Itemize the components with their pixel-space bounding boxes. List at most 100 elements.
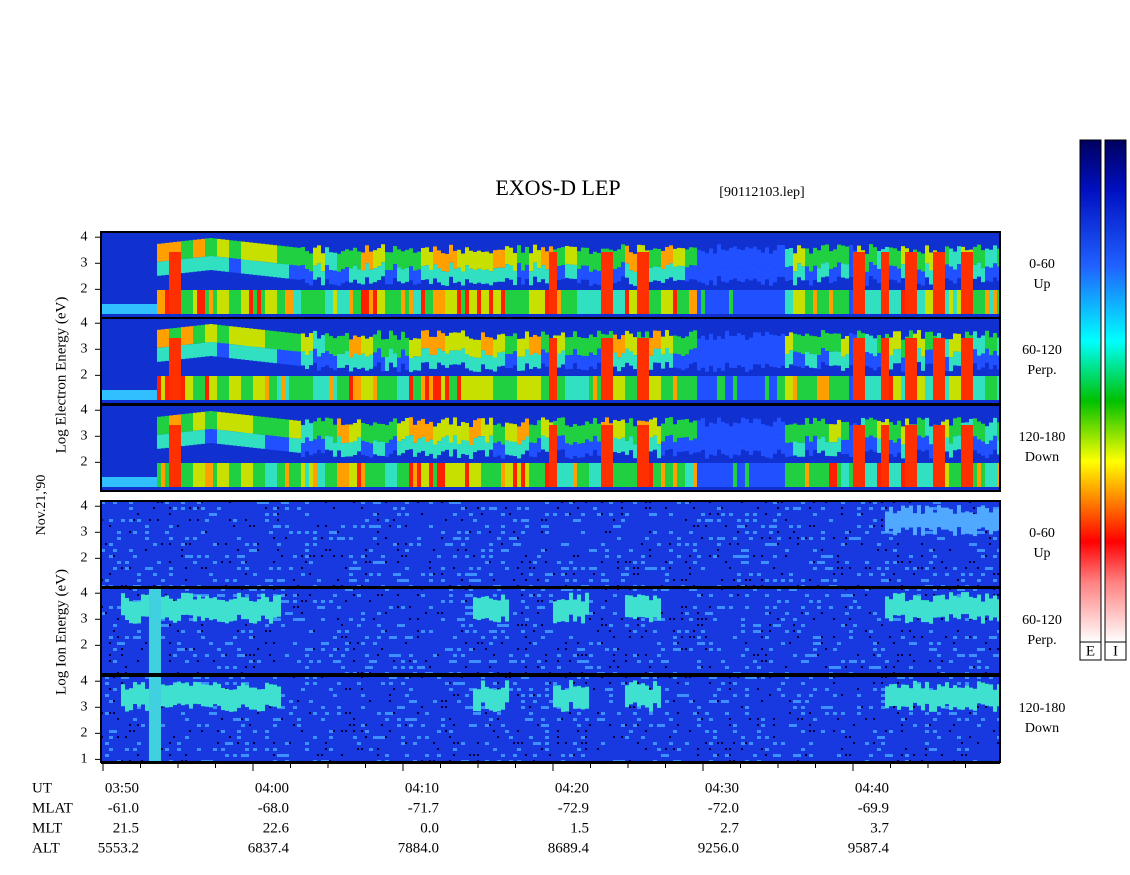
spectrogram-cell <box>605 624 607 626</box>
spectrogram-cell <box>841 730 845 733</box>
spectrogram-cell <box>377 525 381 528</box>
spectrogram-cell <box>533 244 537 263</box>
spectrogram-cell <box>605 600 607 602</box>
spectrogram-cell <box>485 376 489 400</box>
spectrogram-cell <box>137 304 141 314</box>
spectrogram-cell <box>565 543 569 546</box>
spectrogram-cell <box>621 419 625 438</box>
spectrogram-cell <box>337 537 341 540</box>
spectrogram-cell <box>293 579 295 581</box>
spectrogram-cell <box>669 290 673 314</box>
spectrogram-cell <box>941 618 943 620</box>
spectrogram-cell <box>673 648 677 651</box>
spectrogram-cell <box>305 355 309 370</box>
spectrogram-cell <box>685 612 689 615</box>
spectrogram-cell <box>989 463 993 487</box>
spectrogram-cell <box>201 256 205 271</box>
spectrogram-cell <box>797 636 799 638</box>
spectrogram-cell <box>249 463 253 487</box>
spectrogram-cell <box>285 742 289 745</box>
spectrogram-cell <box>385 519 389 522</box>
spectrogram-cell <box>453 513 457 516</box>
y-tick-label: 4 <box>81 402 88 417</box>
spectrogram-cell <box>181 376 185 400</box>
spectrogram-cell <box>489 555 493 558</box>
spectrogram-cell <box>397 718 401 721</box>
spectrogram-cell <box>665 561 667 563</box>
spectrogram-cell <box>793 624 795 626</box>
spectrogram-cell <box>605 555 609 558</box>
spectrogram-cell <box>821 463 825 487</box>
spectrogram-cell <box>873 437 877 452</box>
spectrogram-cell <box>469 660 473 663</box>
spectrogram-cell <box>513 290 517 314</box>
spectrogram-cell <box>821 531 825 534</box>
spectrogram-cell <box>737 463 741 487</box>
spectrogram-cell <box>621 724 625 727</box>
spectrogram-cell <box>497 689 501 712</box>
spectrogram-cell <box>109 654 111 656</box>
y-tick-label: 4 <box>81 585 88 600</box>
spectrogram-cell <box>789 588 793 591</box>
spectrogram-cell <box>433 426 437 445</box>
spectrogram-cell <box>841 594 845 597</box>
spectrogram-cell <box>221 290 225 314</box>
spectrogram-cell <box>521 463 525 487</box>
spectrogram-cell <box>129 567 131 569</box>
spectrogram-cell <box>349 357 353 372</box>
spectrogram-cell <box>993 730 995 732</box>
spectrogram-cell <box>261 501 265 504</box>
spectrogram-cell <box>813 730 815 732</box>
spectrogram-cell <box>745 594 749 597</box>
spectrogram-cell <box>477 598 481 621</box>
spectrogram-cell <box>413 742 417 745</box>
spectrogram-cell <box>733 376 737 400</box>
spectrogram-cell <box>121 654 123 656</box>
spectrogram-cell <box>349 618 353 621</box>
spectrogram-cell <box>565 579 569 582</box>
spectrogram-cell <box>441 290 445 314</box>
spectrogram-cell <box>557 660 559 662</box>
spectrogram-cell <box>809 600 813 603</box>
spectrogram-cell <box>445 290 449 314</box>
spectrogram-cell <box>441 333 445 352</box>
spectrogram-cell <box>493 630 497 633</box>
spectrogram-cell <box>649 337 653 356</box>
spectrogram-cell <box>281 718 283 720</box>
spectrogram-cell <box>469 250 473 269</box>
spectrogram-cell <box>765 636 769 639</box>
spectrogram-cell <box>869 290 873 314</box>
spectrogram-cell <box>197 501 201 504</box>
spectrogram-cell <box>897 543 899 545</box>
spectrogram-cell <box>785 376 789 400</box>
spectrogram-cell <box>937 425 941 487</box>
spectrogram-cell <box>869 573 873 576</box>
spectrogram-cell <box>641 252 645 314</box>
spectrogram-cell <box>377 543 379 545</box>
spectrogram-cell <box>513 424 517 443</box>
spectrogram-cell <box>629 630 631 632</box>
spectrogram-cell <box>521 356 525 371</box>
spectrogram-cell <box>565 355 569 370</box>
spectrogram-cell <box>365 442 369 457</box>
spectrogram-cell <box>437 423 441 442</box>
spectrogram-cell <box>165 501 169 504</box>
spectrogram-cell <box>921 513 925 536</box>
spectrogram-cell <box>665 348 669 363</box>
spectrogram-cell <box>377 441 381 456</box>
spectrogram-cell <box>829 290 833 314</box>
spectrogram-cell <box>285 600 289 603</box>
spectrogram-cell <box>961 742 963 744</box>
spectrogram-cell <box>505 422 509 441</box>
spectrogram-cell <box>525 624 527 626</box>
spectrogram-cell <box>489 718 493 721</box>
spectrogram-cell <box>525 618 529 621</box>
spectrogram-cell <box>629 436 633 451</box>
spectrogram-cell <box>429 354 433 369</box>
spectrogram-cell <box>465 706 469 709</box>
spectrogram-cell <box>321 537 323 539</box>
spectrogram-cell <box>565 689 569 712</box>
spectrogram-cell <box>133 730 135 732</box>
spectrogram-cell <box>157 463 161 487</box>
spectrogram-cell <box>337 531 339 533</box>
